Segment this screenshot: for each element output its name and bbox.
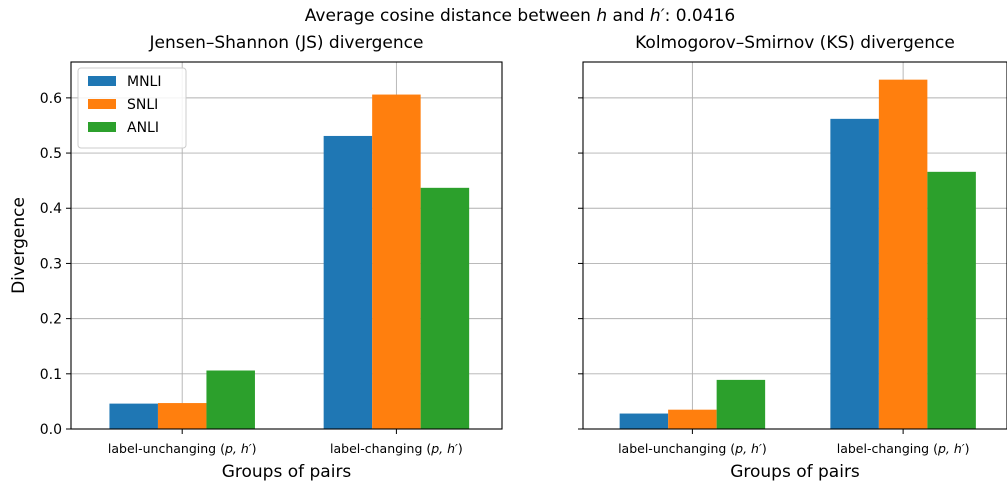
bar-anli-1 [927,171,976,429]
chart-panel-ks: label-unchanging (p, h′) label-changing (… [578,33,1007,482]
figure-title-h: h [596,6,607,26]
x-tick-label: label-unchanging (p, h′) [618,441,767,456]
bar-snli-1 [878,79,928,429]
panel-title: Jensen–Shannon (JS) divergence [149,33,424,53]
y-tick-label: 0.1 [40,367,62,383]
y-tick-label: 0.2 [40,312,62,328]
bar-snli-0 [668,409,717,429]
bar-mnli-1 [830,118,879,429]
legend-swatch-mnli [88,76,116,86]
bar-mnli-1 [323,135,373,429]
legend-label-snli: SNLI [127,97,158,113]
axes-frame [70,61,503,430]
bar-anli-0 [206,370,255,429]
bar-anli-1 [420,187,470,429]
y-tick-label: 0.0 [40,422,62,438]
chart-panel-js: 0.0 0.1 0.2 0.3 0.4 0.5 0.6 label-unchanging (p… [9,33,503,482]
axes-frame [582,61,1007,430]
y-tick-label: 0.5 [40,146,62,162]
legend-label-mnli: MNLI [127,74,161,90]
bar-mnli-0 [619,413,669,429]
x-tick-label: label-changing (p, h′) [837,441,970,456]
y-tick-label: 0.4 [40,201,62,217]
y-tick-label: 0.3 [40,256,62,272]
x-tick-label: label-changing (p, h′) [330,441,463,456]
figure-title-hprime: h′ [650,6,665,26]
figure-title-value: : 0.0416 [665,6,736,26]
x-tick-label: label-unchanging (p, h′) [108,441,257,456]
figure-title-prefix: Average cosine distance between [305,6,597,26]
figure-title-and: and [607,6,650,26]
legend: MNLI SNLI ANLI [77,67,187,149]
legend-label-anli: ANLI [127,120,159,136]
x-axis-label: Groups of pairs [730,462,860,482]
y-tick-label: 0.6 [40,91,62,107]
x-axis-label: Groups of pairs [222,462,352,482]
bar-anli-0 [716,379,766,429]
legend-swatch-anli [88,122,116,132]
figure-title: Average cosine distance between h and h′… [305,6,735,26]
panel-title: Kolmogorov–Smirnov (KS) divergence [635,33,955,53]
bar-mnli-0 [109,403,158,429]
bar-snli-0 [157,403,207,429]
legend-swatch-snli [88,99,116,109]
bar-snli-1 [372,94,421,429]
y-axis-label: Divergence [9,197,29,294]
